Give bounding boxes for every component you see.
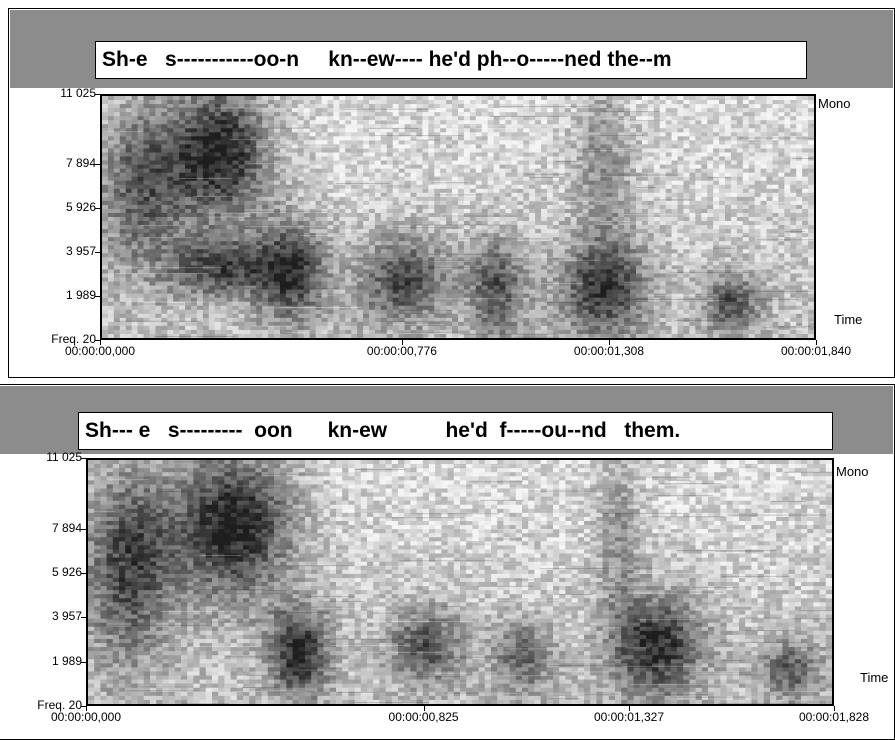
spectrogram-plot (86, 458, 834, 706)
y-tick-mark (81, 529, 86, 530)
y-tick-label: 5 926 (36, 200, 96, 214)
y-tick-label: 1 989 (36, 288, 96, 302)
y-tick-mark (81, 662, 86, 663)
y-tick-mark (95, 208, 100, 209)
x-tick-mark (834, 706, 835, 711)
y-tick-mark (95, 252, 100, 253)
x-tick-mark (86, 706, 87, 711)
spectrogram-panel-1: Sh-e s-----------oo-n kn--ew---- he'd ph… (0, 0, 895, 378)
x-tick-label: 00:00:00,776 (367, 344, 437, 358)
y-tick-mark (81, 573, 86, 574)
y-tick-label: 7 894 (36, 156, 96, 170)
x-tick-label: 00:00:01,308 (574, 344, 644, 358)
y-tick-label: 3 957 (36, 244, 96, 258)
spectrogram-plot (100, 94, 816, 340)
x-tick-mark (402, 340, 403, 345)
spectrogram-image (88, 460, 832, 704)
y-tick-label: 7 894 (22, 521, 82, 535)
channel-label: Mono (818, 96, 851, 111)
x-tick-label: 00:00:00,000 (51, 710, 121, 724)
time-axis-label: Time (860, 670, 888, 685)
y-tick-mark (95, 296, 100, 297)
x-tick-label: 00:00:00,000 (65, 344, 135, 358)
spectrogram-panel-2: Sh--- e s--------- oon kn-ew he'd f-----… (0, 378, 895, 740)
x-tick-label: 00:00:01,840 (781, 344, 851, 358)
x-tick-mark (100, 340, 101, 345)
channel-label: Mono (836, 464, 869, 479)
x-tick-label: 00:00:01,327 (594, 710, 664, 724)
x-tick-mark (424, 706, 425, 711)
x-tick-label: 00:00:00,825 (389, 710, 459, 724)
y-tick-label: 1 989 (22, 654, 82, 668)
chart-title: Sh-e s-----------oo-n kn--ew---- he'd ph… (95, 41, 807, 79)
x-tick-mark (609, 340, 610, 345)
y-tick-mark (95, 164, 100, 165)
x-tick-label: 00:00:01,828 (799, 710, 869, 724)
y-tick-label: 11 025 (36, 86, 96, 100)
x-tick-mark (816, 340, 817, 345)
y-tick-mark (95, 94, 100, 95)
y-tick-label: 11 025 (22, 450, 82, 464)
y-tick-label: 3 957 (22, 609, 82, 623)
y-tick-mark (81, 458, 86, 459)
time-axis-label: Time (834, 312, 862, 327)
spectrogram-image (102, 96, 814, 338)
chart-title: Sh--- e s--------- oon kn-ew he'd f-----… (78, 412, 833, 450)
y-tick-label: 5 926 (22, 565, 82, 579)
y-tick-mark (81, 617, 86, 618)
x-tick-mark (629, 706, 630, 711)
